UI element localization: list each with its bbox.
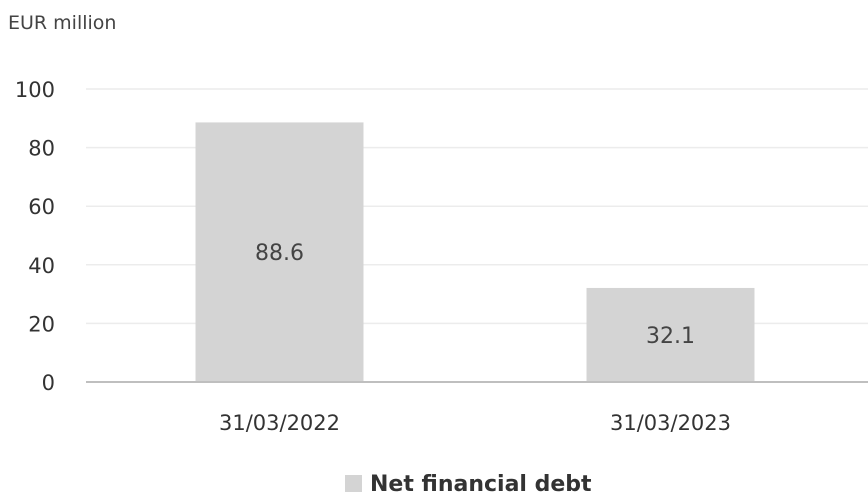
y-tick-label: 0 bbox=[42, 371, 55, 395]
y-axis-unit-label: EUR million bbox=[8, 12, 116, 34]
x-axis-ticks: 31/03/2022 31/03/2023 bbox=[219, 411, 731, 435]
legend: Net financial debt bbox=[345, 472, 592, 495]
data-label: 88.6 bbox=[255, 241, 304, 266]
x-tick-label: 31/03/2022 bbox=[219, 411, 340, 435]
y-tick-label: 60 bbox=[28, 195, 55, 219]
bar-31/03/2023 bbox=[586, 287, 755, 382]
y-tick-label: 100 bbox=[15, 78, 55, 102]
bars bbox=[195, 122, 755, 382]
legend-swatch bbox=[345, 475, 362, 492]
y-tick-label: 40 bbox=[28, 254, 55, 278]
x-tick-label: 31/03/2023 bbox=[610, 411, 731, 435]
data-label: 32.1 bbox=[646, 324, 695, 349]
bar-31/03/2022 bbox=[195, 122, 364, 382]
y-tick-label: 80 bbox=[28, 137, 55, 161]
data-labels: 88.6 32.1 bbox=[255, 241, 695, 349]
legend-label: Net financial debt bbox=[370, 472, 592, 495]
y-axis-ticks: 0 20 40 60 80 100 bbox=[15, 78, 55, 395]
y-tick-label: 20 bbox=[28, 312, 55, 336]
